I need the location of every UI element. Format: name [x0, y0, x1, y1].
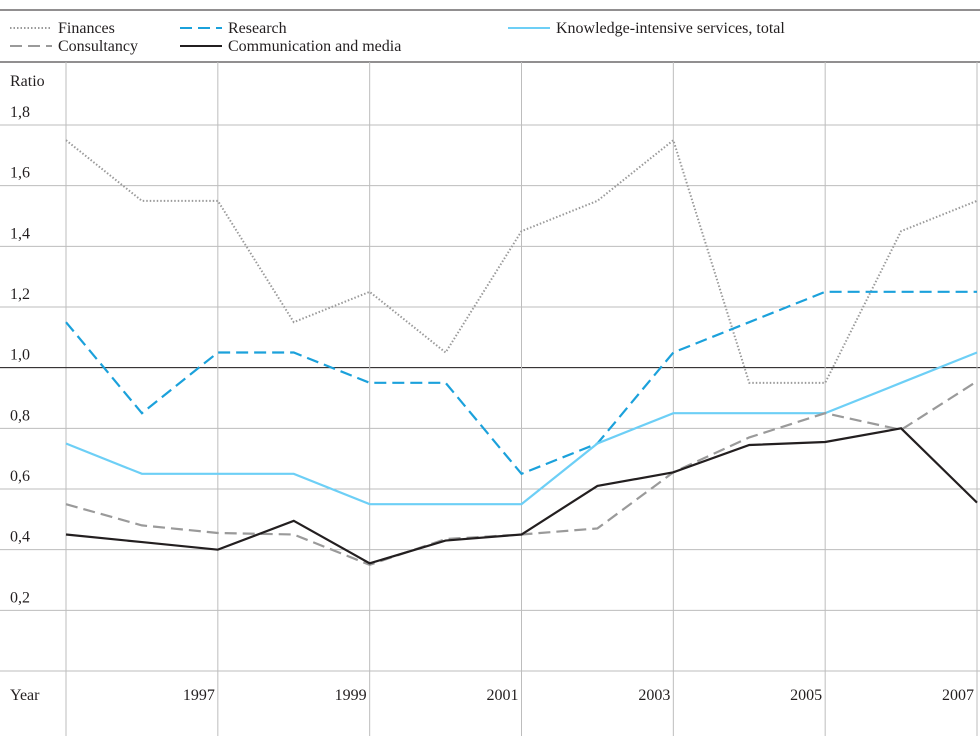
legend-label: Consultancy: [58, 38, 138, 55]
legend-label: Knowledge-intensive services, total: [556, 20, 785, 37]
legend-label: Finances: [58, 20, 115, 37]
x-tick-label: 2007: [942, 687, 974, 704]
x-tick-label: 1999: [335, 687, 367, 704]
x-tick-label: 2005: [790, 687, 822, 704]
y-tick-label: 1,8: [10, 104, 30, 121]
y-tick-label: 1,6: [10, 165, 30, 182]
legend-label: Research: [228, 20, 287, 37]
y-tick-label: 0,8: [10, 407, 30, 424]
y-tick-label: 1,2: [10, 286, 30, 303]
legend-label: Communication and media: [228, 38, 401, 55]
series-line: [65, 427, 978, 565]
x-axis-label: Year: [10, 687, 40, 704]
y-axis-label: Ratio: [10, 73, 45, 90]
x-tick-label: 1997: [183, 687, 215, 704]
y-tick-label: 1,4: [10, 225, 30, 242]
y-tick-label: 0,4: [10, 529, 30, 546]
y-tick-label: 0,6: [10, 468, 30, 485]
y-tick-label: 1,0: [10, 347, 30, 364]
y-tick-label: 0,2: [10, 589, 30, 606]
series-line: [65, 290, 977, 476]
series-line: [65, 138, 978, 384]
x-tick-label: 2003: [638, 687, 670, 704]
x-tick-label: 2001: [487, 687, 519, 704]
